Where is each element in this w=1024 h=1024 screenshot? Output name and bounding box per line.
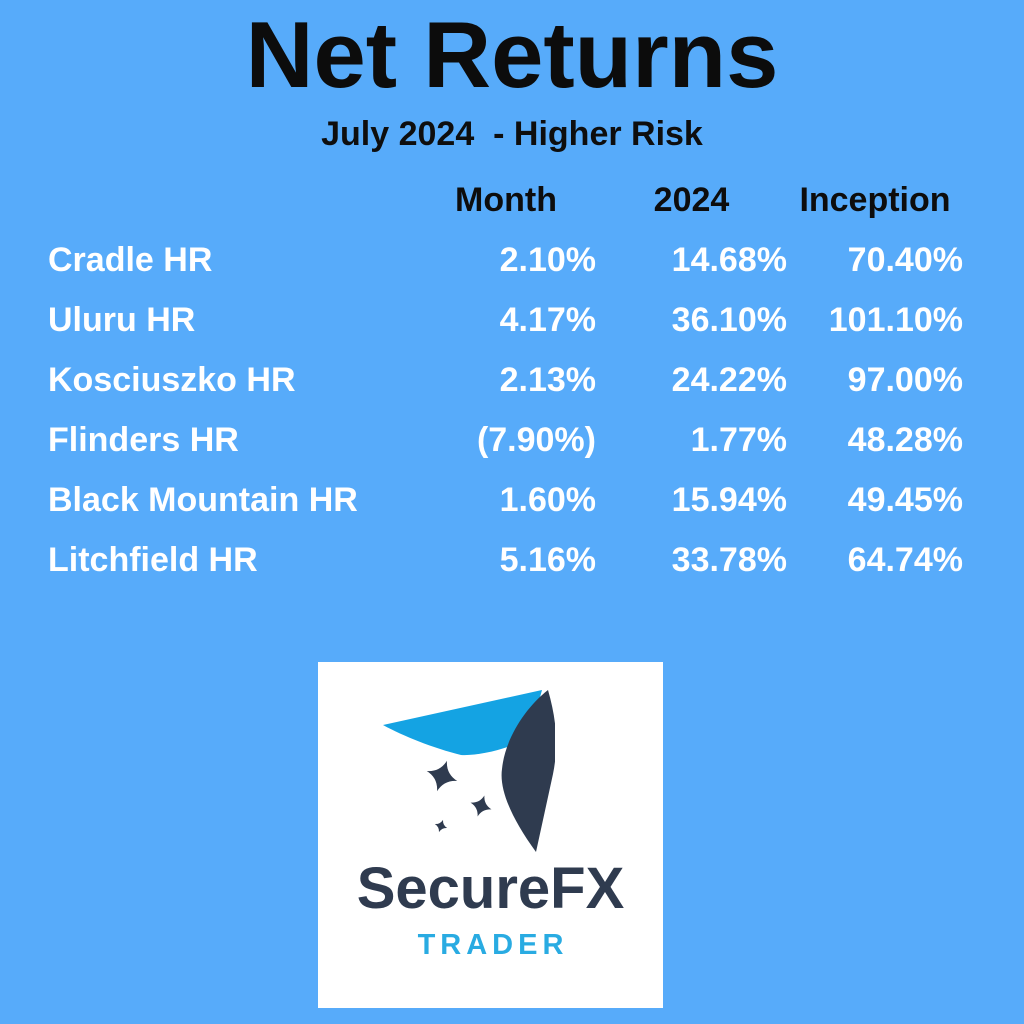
row-label: Cradle HR: [48, 240, 213, 279]
sparkle-star-icon: [470, 795, 492, 817]
cell-month: 4.17%: [499, 300, 596, 339]
cell-month: 1.60%: [499, 480, 596, 519]
paper-plane-wing-icon: [383, 690, 542, 756]
sparkle-star-icon: [426, 760, 458, 792]
returns-table: Month 2024 Inception Cradle HR 2.10% 14.…: [48, 170, 963, 590]
cell-2024: 33.78%: [671, 540, 787, 579]
row-label: Litchfield HR: [48, 540, 258, 579]
cell-month: 2.13%: [499, 360, 596, 399]
column-header-inception: Inception: [799, 180, 951, 219]
cell-month: 5.16%: [499, 540, 596, 579]
cell-2024: 1.77%: [690, 420, 787, 459]
page-subtitle: July 2024 - Higher Risk: [321, 115, 703, 153]
column-header-2024: 2024: [653, 180, 730, 219]
page-title: Net Returns: [245, 2, 779, 107]
cell-inception: 64.74%: [847, 540, 963, 579]
row-label: Flinders HR: [48, 420, 239, 459]
cell-2024: 24.22%: [671, 360, 787, 399]
cell-inception: 48.28%: [847, 420, 963, 459]
paper-plane-sail-icon: [501, 690, 555, 852]
cell-month: (7.90%): [476, 420, 596, 459]
cell-month: 2.10%: [499, 240, 596, 279]
cell-2024: 14.68%: [671, 240, 787, 279]
sparkle-star-icon: [434, 819, 448, 833]
brand-tagline: TRADER: [417, 929, 569, 961]
securefx-logo-icon: [383, 690, 555, 852]
cell-inception: 97.00%: [847, 360, 963, 399]
cell-inception: 49.45%: [847, 480, 963, 519]
row-label: Kosciuszko HR: [48, 360, 296, 399]
cell-2024: 36.10%: [671, 300, 787, 339]
brand-name: SecureFX: [356, 856, 625, 921]
row-label: Uluru HR: [48, 300, 196, 339]
column-header-month: Month: [455, 180, 557, 219]
row-label: Black Mountain HR: [48, 480, 358, 519]
cell-2024: 15.94%: [671, 480, 787, 519]
cell-inception: 70.40%: [847, 240, 963, 279]
cell-inception: 101.10%: [828, 300, 963, 339]
logo-card: SecureFX TRADER: [318, 662, 663, 1008]
